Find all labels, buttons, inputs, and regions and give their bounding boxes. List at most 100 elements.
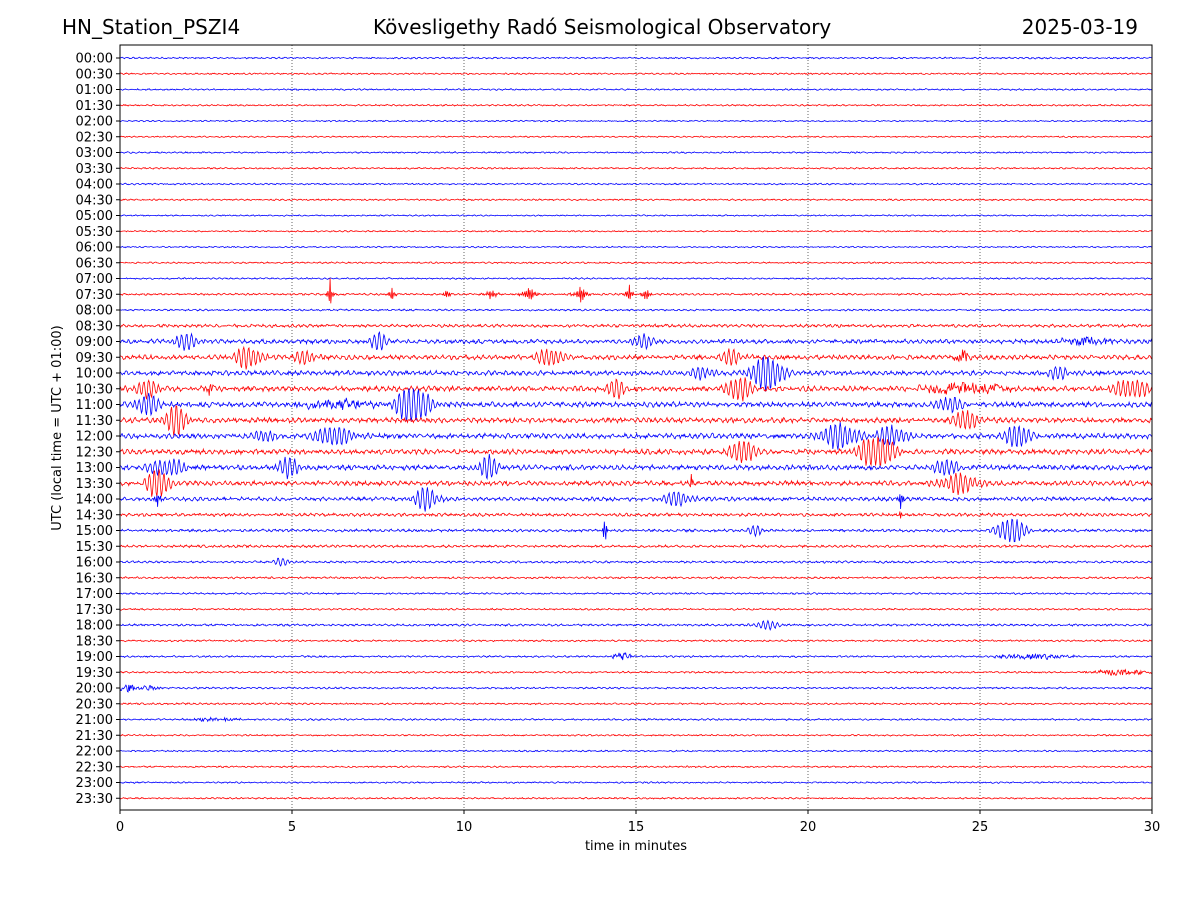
- y-tick-label: 13:30: [76, 477, 113, 492]
- trace-0300: [119, 151, 1153, 154]
- y-tick-label: 09:00: [76, 335, 113, 350]
- trace-1430: [119, 511, 1153, 519]
- y-tick-label: 18:30: [76, 634, 113, 649]
- trace-0800: [119, 308, 1152, 312]
- trace-2030: [119, 702, 1153, 706]
- y-tick-label: 16:30: [76, 571, 113, 586]
- trace-1600: [119, 557, 1153, 567]
- trace-1400: [119, 487, 1153, 512]
- y-tick-label: 13:00: [76, 461, 113, 476]
- y-tick-label: 04:00: [76, 178, 113, 193]
- trace-1530: [119, 544, 1153, 549]
- y-tick-label: 22:00: [76, 745, 113, 760]
- date-label: 2025-03-19: [1021, 15, 1138, 39]
- y-tick-label: 16:00: [76, 556, 113, 571]
- y-tick-label: 20:00: [76, 682, 113, 697]
- y-tick-label: 00:00: [76, 52, 113, 67]
- y-tick-label: 23:30: [76, 792, 113, 807]
- x-tick-label: 15: [628, 820, 645, 835]
- trace-0130: [119, 103, 1153, 107]
- trace-0330: [119, 166, 1153, 170]
- trace-1230: [119, 436, 1153, 467]
- y-tick-label: 03:30: [76, 162, 113, 177]
- y-tick-label: 11:30: [76, 414, 113, 429]
- trace-0830: [119, 323, 1153, 329]
- x-tick-label: 25: [972, 820, 989, 835]
- y-tick-label: 11:00: [76, 398, 113, 413]
- y-tick-label: 06:30: [76, 256, 113, 271]
- trace-1200: [120, 422, 1153, 450]
- trace-1030: [119, 377, 1153, 402]
- trace-2230: [120, 765, 1153, 769]
- y-tick-label: 19:00: [76, 650, 113, 665]
- y-tick-label: 22:30: [76, 760, 113, 775]
- y-tick-label: 15:00: [76, 524, 113, 539]
- y-tick-label: 12:00: [76, 430, 113, 445]
- y-tick-labels: 00:0000:3001:0001:3002:0002:3003:0003:30…: [76, 52, 120, 807]
- trace-0400: [119, 182, 1153, 186]
- trace-0730: [119, 278, 1152, 304]
- x-tick-label: 0: [116, 820, 124, 835]
- trace-1500: [119, 518, 1153, 543]
- x-tick-label: 30: [1144, 820, 1161, 835]
- x-tick-label: 10: [456, 820, 473, 835]
- x-tick-label: 5: [288, 820, 296, 835]
- y-tick-label: 05:30: [76, 225, 113, 240]
- trace-0500: [119, 214, 1153, 217]
- y-tick-label: 10:00: [76, 367, 113, 382]
- y-tick-label: 17:00: [76, 587, 113, 602]
- trace-1900: [119, 651, 1153, 661]
- trace-1130: [119, 404, 1153, 437]
- y-tick-label: 19:30: [76, 666, 113, 681]
- trace-2100: [119, 716, 1153, 723]
- y-tick-label: 12:30: [76, 445, 113, 460]
- trace-0030: [119, 72, 1153, 76]
- y-tick-label: 17:30: [76, 603, 113, 618]
- trace-1730: [119, 607, 1153, 611]
- trace-1000: [119, 355, 1152, 392]
- trace-2200: [119, 749, 1153, 753]
- trace-2000: [119, 684, 1153, 693]
- trace-0900: [119, 331, 1153, 351]
- y-tick-label: 18:00: [76, 619, 113, 634]
- trace-0200: [119, 119, 1153, 123]
- y-tick-label: 15:30: [76, 540, 113, 555]
- trace-1630: [119, 575, 1153, 580]
- y-tick-label: 14:30: [76, 508, 113, 523]
- x-axis-label: time in minutes: [585, 839, 687, 854]
- y-tick-label: 02:00: [76, 115, 113, 130]
- y-tick-label: 08:00: [76, 304, 113, 319]
- x-tick-labels: 0 5 10 15 20 25 30: [116, 810, 1160, 835]
- y-axis-label: UTC (local time = UTC + 01:00): [50, 325, 65, 530]
- y-tick-label: 05:00: [76, 209, 113, 224]
- trace-1100: [119, 388, 1153, 422]
- y-tick-label: 07:30: [76, 288, 113, 303]
- observatory-title: Kövesligethy Radó Seismological Observat…: [373, 15, 832, 39]
- y-tick-label: 04:30: [76, 193, 113, 208]
- trace-0100: [119, 88, 1153, 91]
- y-tick-label: 14:00: [76, 493, 113, 508]
- y-tick-label: 01:30: [76, 99, 113, 114]
- x-tick-label: 20: [800, 820, 817, 835]
- trace-1930: [119, 668, 1153, 677]
- y-tick-label: 21:30: [76, 729, 113, 744]
- trace-1800: [120, 619, 1153, 631]
- y-tick-label: 23:00: [76, 776, 113, 791]
- y-tick-label: 07:00: [76, 272, 113, 287]
- trace-0600: [119, 245, 1153, 249]
- grid-lines: [291, 45, 981, 810]
- trace-0430: [119, 198, 1153, 202]
- trace-0230: [119, 135, 1153, 139]
- y-tick-label: 10:30: [76, 382, 113, 397]
- trace-0700: [120, 277, 1153, 280]
- trace-1830: [119, 639, 1153, 643]
- y-tick-label: 08:30: [76, 319, 113, 334]
- trace-1330: [119, 469, 1153, 497]
- y-tick-label: 20:30: [76, 697, 113, 712]
- trace-0000: [120, 56, 1153, 60]
- trace-1300: [119, 454, 1153, 481]
- station-name: HN_Station_PSZI4: [62, 15, 241, 39]
- y-tick-label: 02:30: [76, 130, 113, 145]
- y-tick-label: 03:00: [76, 146, 113, 161]
